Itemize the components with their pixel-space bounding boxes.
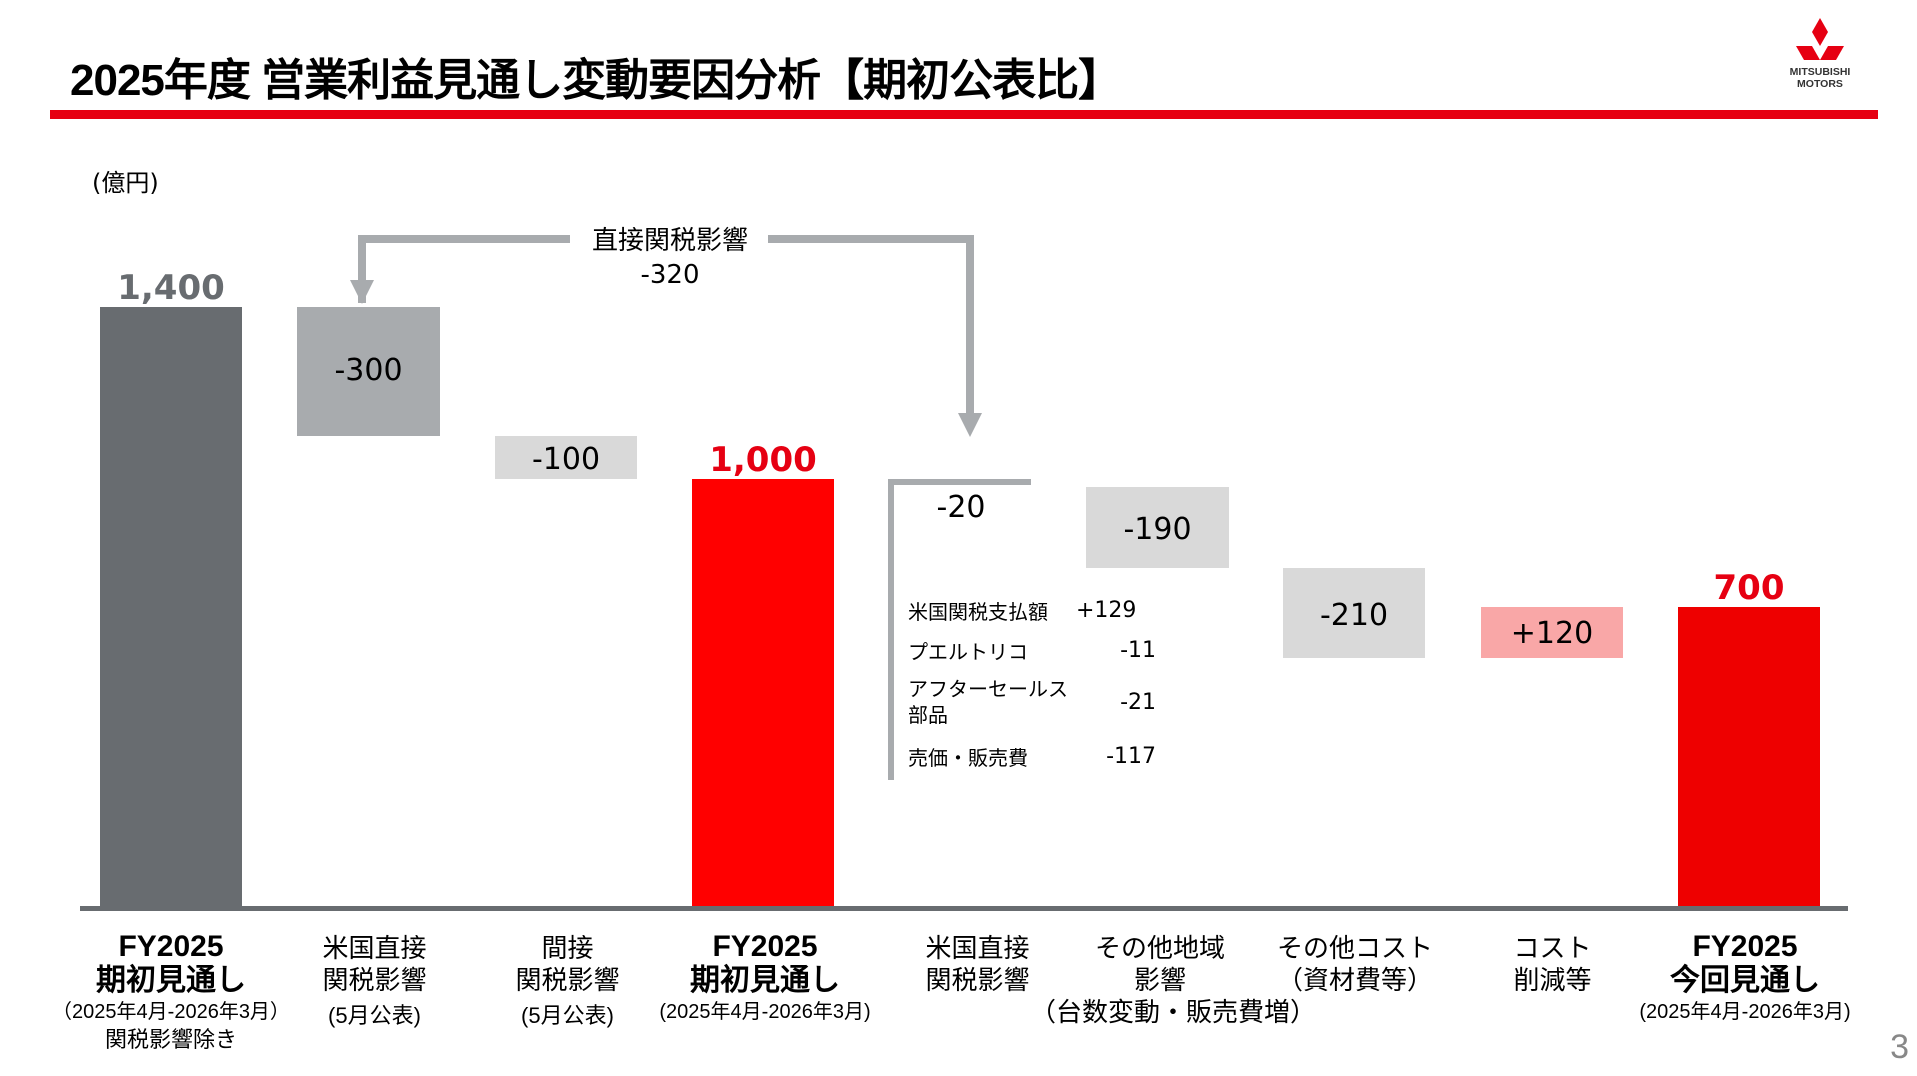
mitsubishi-logo-icon (1796, 18, 1844, 60)
bar-us-direct-tariff-may (297, 307, 440, 436)
x-axis-baseline (80, 906, 1848, 911)
breakdown-item-2-line1: アフターセールス (908, 677, 1068, 701)
category-6: その他コスト （資材費等） (1270, 932, 1440, 996)
category-6-line2: （資材費等） (1276, 965, 1433, 995)
bar-label-0: 1,400 (117, 268, 225, 308)
page-number: 3 (1890, 1028, 1909, 1066)
category-4-line2: 関税影響 (925, 965, 1030, 995)
category-0-line4: 関税影響除き (104, 1027, 237, 1052)
bar-label-3: 1,000 (709, 440, 817, 480)
category-0-line1: FY2025 (118, 930, 224, 963)
category-3: FY2025 期初見通し (2025年4月-2026年3月) (640, 930, 890, 1026)
bar-other-regions (1086, 487, 1229, 568)
category-8-line1: FY2025 (1692, 930, 1798, 963)
bar-indirect-tariff (495, 436, 637, 479)
unit-label: (億円) (92, 169, 159, 197)
category-6-line1: その他コスト (1276, 933, 1433, 963)
category-2-line3: (5月公表) (521, 1003, 614, 1028)
bar-label-1: -300 (334, 353, 403, 388)
bar-fy2025-initial-excl-tariff (100, 307, 242, 908)
bar-label-5: -190 (1123, 512, 1192, 547)
bar-label-6: -210 (1319, 598, 1389, 633)
category-8-line2: 今回見通し (1670, 964, 1820, 997)
category-1-line1: 米国直接 (322, 933, 427, 963)
category-2-line2: 関税影響 (515, 965, 620, 995)
title-underline (50, 110, 1878, 119)
category-2: 間接 関税影響 (5月公表) (490, 932, 645, 1032)
breakdown-item-2-line2: 部品 (908, 703, 948, 727)
breakdown-value-0: +129 (1076, 598, 1137, 623)
logo-text: MITSUBISHI MOTORS (1765, 66, 1875, 90)
category-5-line1: その他地域 (1094, 933, 1225, 963)
category-7: コスト 削減等 (1490, 932, 1615, 996)
page-title: 2025年度 営業利益見通し変動要因分析【期初公表比】 (70, 56, 1122, 105)
bar-fy2025-current (1678, 607, 1820, 908)
bar-other-costs (1283, 568, 1425, 658)
category-7-line2: 削減等 (1513, 965, 1592, 995)
category-2-line1: 間接 (541, 933, 594, 963)
category-5-line3: （台数変動・販売費増） (1030, 997, 1317, 1027)
category-5: その他地域 影響 （台数変動・販売費増） (1030, 932, 1317, 1028)
bar-label-8: 700 (1713, 568, 1785, 608)
category-1: 米国直接 関税影響 (5月公表) (297, 932, 452, 1032)
category-8: FY2025 今回見通し (2025年4月-2026年3月) (1620, 930, 1870, 1026)
breakdown-item-3: 売価・販売費 (908, 746, 1028, 770)
bar-label-4: -20 (936, 490, 986, 525)
bar-label-7: +120 (1510, 616, 1594, 651)
category-4: 米国直接 関税影響 (900, 932, 1055, 996)
logo-line1: MITSUBISHI (1789, 66, 1851, 78)
breakdown-value-3: -117 (1106, 744, 1156, 769)
breakdown-value-2: -21 (1120, 690, 1156, 715)
category-8-line3: (2025年4月-2026年3月) (1639, 1001, 1851, 1023)
category-3-line2: 期初見通し (690, 964, 840, 997)
bar-fy2025-initial (692, 479, 834, 908)
breakdown-value-1: -11 (1120, 638, 1156, 663)
bar-cost-reduction (1481, 607, 1623, 658)
direct-tariff-label: 直接関税影響 (591, 226, 748, 256)
breakdown-item-0: 米国関税支払額 (908, 600, 1048, 624)
category-4-line1: 米国直接 (925, 933, 1030, 963)
category-0-line2: 期初見通し (96, 964, 246, 997)
category-0: FY2025 期初見通し （2025年4月-2026年3月） 関税影響除き (40, 930, 302, 1054)
category-0-line3: （2025年4月-2026年3月） (52, 1001, 290, 1023)
category-3-line1: FY2025 (712, 930, 818, 963)
bar-label-2: -100 (531, 442, 601, 477)
breakdown-item-2: アフターセールス 部品 (908, 676, 1068, 728)
category-5-line2: 影響 (1133, 965, 1186, 995)
logo-line2: MOTORS (1797, 78, 1843, 90)
category-1-line3: (5月公表) (328, 1003, 421, 1028)
direct-tariff-value: -320 (640, 260, 700, 290)
breakdown-item-1: プエルトリコ (908, 640, 1028, 664)
category-7-line1: コスト (1513, 933, 1592, 963)
category-3-line3: (2025年4月-2026年3月) (659, 1001, 871, 1023)
category-1-line2: 関税影響 (322, 965, 427, 995)
